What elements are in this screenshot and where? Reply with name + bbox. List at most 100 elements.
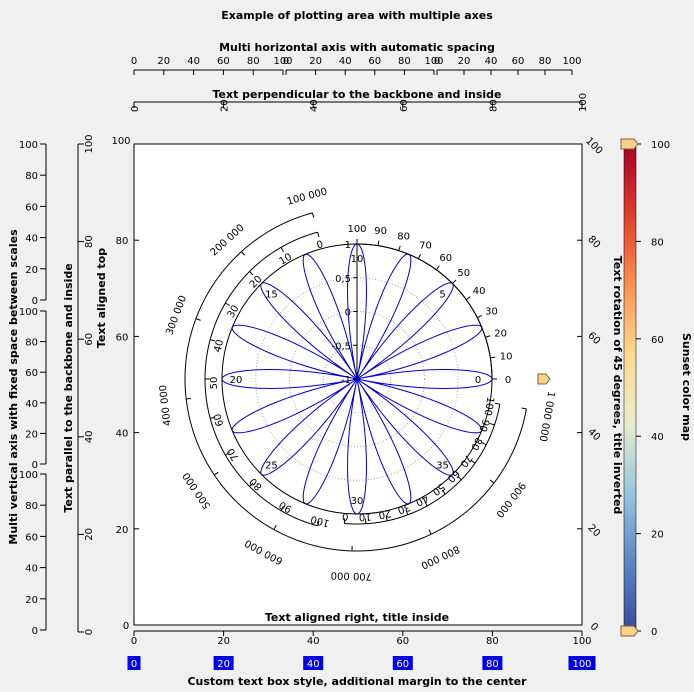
polar-inner-tick-label: 20 [230, 375, 243, 386]
polar-radial-tick-label: 0 [345, 308, 351, 319]
polar-inner-tick-label: 5 [439, 289, 445, 300]
top-multi-tick-label: 80 [539, 56, 552, 67]
boxed-tick-label: 100 [572, 659, 591, 670]
left-parallel-tick-label: 100 [84, 134, 95, 153]
polar-lower-tick-label: 0 [342, 510, 349, 522]
top-multi-tick-label: 0 [434, 56, 440, 67]
polar-lower-tick-label: 40 [413, 492, 429, 508]
polar-lower-tick-label: 30 [396, 501, 412, 516]
polar-lower-tick [489, 422, 495, 426]
left-multi-tick-label: 100 [19, 470, 38, 481]
bottom-tick-label: 100 [572, 636, 591, 647]
polar-inner-tick-label: 30 [351, 496, 364, 507]
polar-lower-tick [424, 501, 428, 507]
top-multi-tick-label: 80 [247, 56, 260, 67]
left-inner-tick-label: 0 [123, 621, 129, 632]
polar-lower-tick-label: 80 [468, 435, 484, 451]
left-parallel-tick-label: 40 [84, 430, 95, 443]
colormap-tick-label: 60 [651, 335, 664, 346]
right-rot45-axis-title: Text rotation of 45 degrees, title inver… [611, 256, 624, 515]
left-multi-tick-label: 80 [25, 501, 38, 512]
left-inner-axis-title: Text aligned top [95, 248, 108, 348]
polar-cursor-handle [537, 373, 551, 385]
left-inner-tick-label: 20 [116, 525, 129, 536]
left-inner-tick-label: 80 [116, 236, 129, 247]
left-multi-tick-label: 80 [25, 171, 38, 182]
polar-lower-tick [481, 442, 487, 446]
polar-mid-tick [317, 232, 320, 238]
polar-mid-tick [225, 452, 230, 456]
polar-outer-tick-label: 50 [457, 268, 470, 279]
top-multi-tick-label: 40 [339, 56, 352, 67]
polar-big-tick [186, 397, 192, 400]
right-rot45-tick-label: 0 [588, 621, 600, 633]
polar-mid-tick [210, 339, 216, 342]
top-perp-tick-label: 60 [399, 99, 410, 112]
bottom-tick-label: 20 [217, 636, 230, 647]
top-multi-tick-label: 60 [368, 56, 381, 67]
polar-big-tick [489, 479, 495, 484]
boxed-tick-box [303, 656, 324, 670]
polar-big-tick [428, 529, 432, 535]
boxed-tick-label: 60 [396, 659, 409, 670]
polar-outer-tick-label: 80 [397, 231, 410, 242]
polar-radial-tick-label: -1 [341, 375, 351, 386]
colormap-tick-label: 20 [651, 530, 664, 541]
polar-lower-tick-label: 20 [377, 507, 392, 520]
colormap-title: Sunset color map [680, 333, 693, 441]
polar-big-tick [241, 251, 246, 256]
top-multi-tick-label: 100 [273, 56, 292, 67]
top-perp-tick-label: 40 [309, 99, 320, 112]
polar-mid-tick [280, 247, 284, 252]
polar-mid-tick [225, 302, 230, 306]
left-inner-tick-label: 40 [116, 429, 129, 440]
top-multi-tick-label: 100 [562, 56, 581, 67]
polar-lower-tick [441, 489, 446, 495]
boxed-tick-label: 40 [307, 659, 320, 670]
boxed-tick-label: 20 [217, 659, 230, 670]
polar-inner-tick-label: 0 [475, 375, 481, 386]
left-multi-tick-label: 0 [32, 626, 38, 637]
polar-outer-tick [452, 279, 457, 284]
polar-mid-tick [280, 506, 284, 511]
left-inner-tick-label: 60 [116, 332, 129, 343]
polar-radial-tick-label: -0,5 [331, 341, 351, 352]
boxed-tick-box [568, 656, 596, 670]
left-parallel-tick-label: 60 [84, 333, 95, 346]
chart-title: Example of plotting area with multiple a… [221, 9, 493, 22]
polar-big-tick [273, 524, 277, 530]
bottom-tick-label: 60 [396, 636, 409, 647]
top-multi-axis-title: Multi horizontal axis with automatic spa… [219, 41, 495, 54]
polar-outer-tick [417, 254, 422, 259]
top-perp-tick-label: 20 [220, 99, 231, 112]
polar-outer-tick [398, 245, 401, 251]
top-multi-tick-label: 40 [187, 56, 200, 67]
colormap-tick-label: 100 [651, 140, 670, 151]
top-perp-tick-label: 100 [578, 93, 589, 112]
right-rot45-tick-label: 60 [585, 330, 602, 347]
top-multi-tick-label: 20 [458, 56, 471, 67]
boxed-tick-label: 0 [131, 659, 137, 670]
top-perp-axis-title: Text perpendicular to the backbone and i… [213, 88, 502, 101]
left-parallel-tick-label: 80 [84, 235, 95, 248]
polar-grid-circle [255, 277, 459, 481]
boxed-tick-box [392, 656, 413, 670]
left-parallel-tick-label: 20 [84, 528, 95, 541]
polar-inner-tick-label: 10 [351, 254, 364, 265]
polar-big-tick-label: 400 000 [158, 384, 174, 426]
left-parallel-tick-label: 0 [84, 629, 95, 635]
boxed-tick-box [482, 656, 503, 670]
left-multi-tick-label: 60 [25, 202, 38, 213]
left-multi-tick-label: 20 [25, 265, 38, 276]
polar-outer-tick-label: 40 [473, 286, 486, 297]
left-multi-tick-label: 40 [25, 234, 38, 245]
polar-lower-tick [494, 402, 500, 405]
polar-mid-tick [249, 271, 254, 276]
left-multi-tick-label: 80 [25, 338, 38, 349]
polar-big-tick-label: 700 000 [331, 569, 373, 581]
left-multi-tick-label: 0 [32, 460, 38, 471]
polar-outer-tick-label: 0 [505, 375, 511, 386]
polar-outer-tick-label: 10 [500, 351, 513, 362]
polar-outer-tick-label: 100 [347, 224, 366, 235]
